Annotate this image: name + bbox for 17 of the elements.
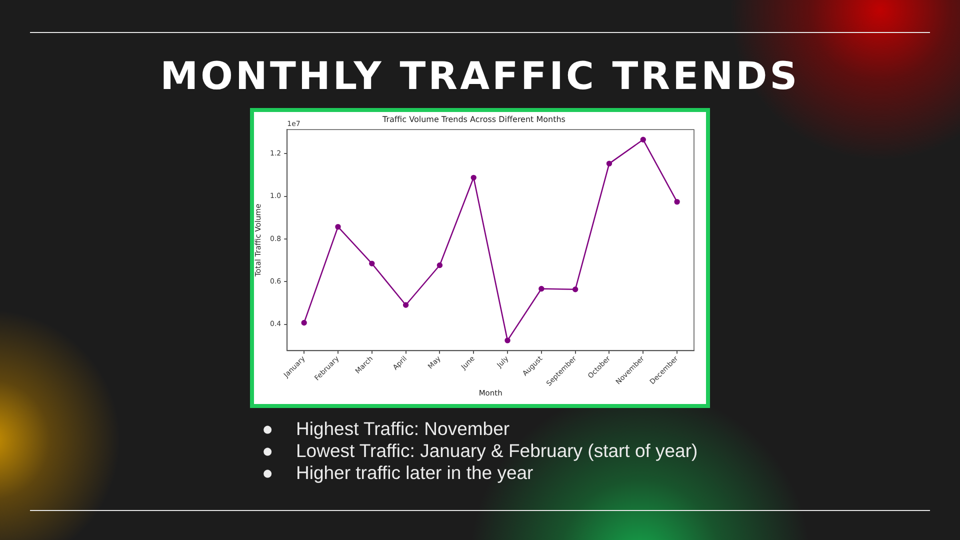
point xyxy=(402,302,409,308)
chart-title: MONTHLY TRAFFIC TRENDS xyxy=(159,53,801,100)
text: ● Highest Traffic: November xyxy=(262,418,511,440)
point xyxy=(674,198,680,205)
point xyxy=(301,320,307,326)
point xyxy=(470,174,476,181)
point xyxy=(369,260,375,266)
point xyxy=(606,160,612,166)
point xyxy=(436,262,443,268)
point xyxy=(538,286,544,292)
chart-subtitle: Traffic Volume Trends Across Different Months xyxy=(382,114,566,124)
point xyxy=(572,286,578,292)
point xyxy=(335,224,341,230)
text: ● Lowest Traffic: January & February (start of year) xyxy=(262,440,698,462)
point xyxy=(504,338,510,344)
point xyxy=(640,136,646,142)
text: ● Higher traffic later in the year xyxy=(262,462,534,484)
